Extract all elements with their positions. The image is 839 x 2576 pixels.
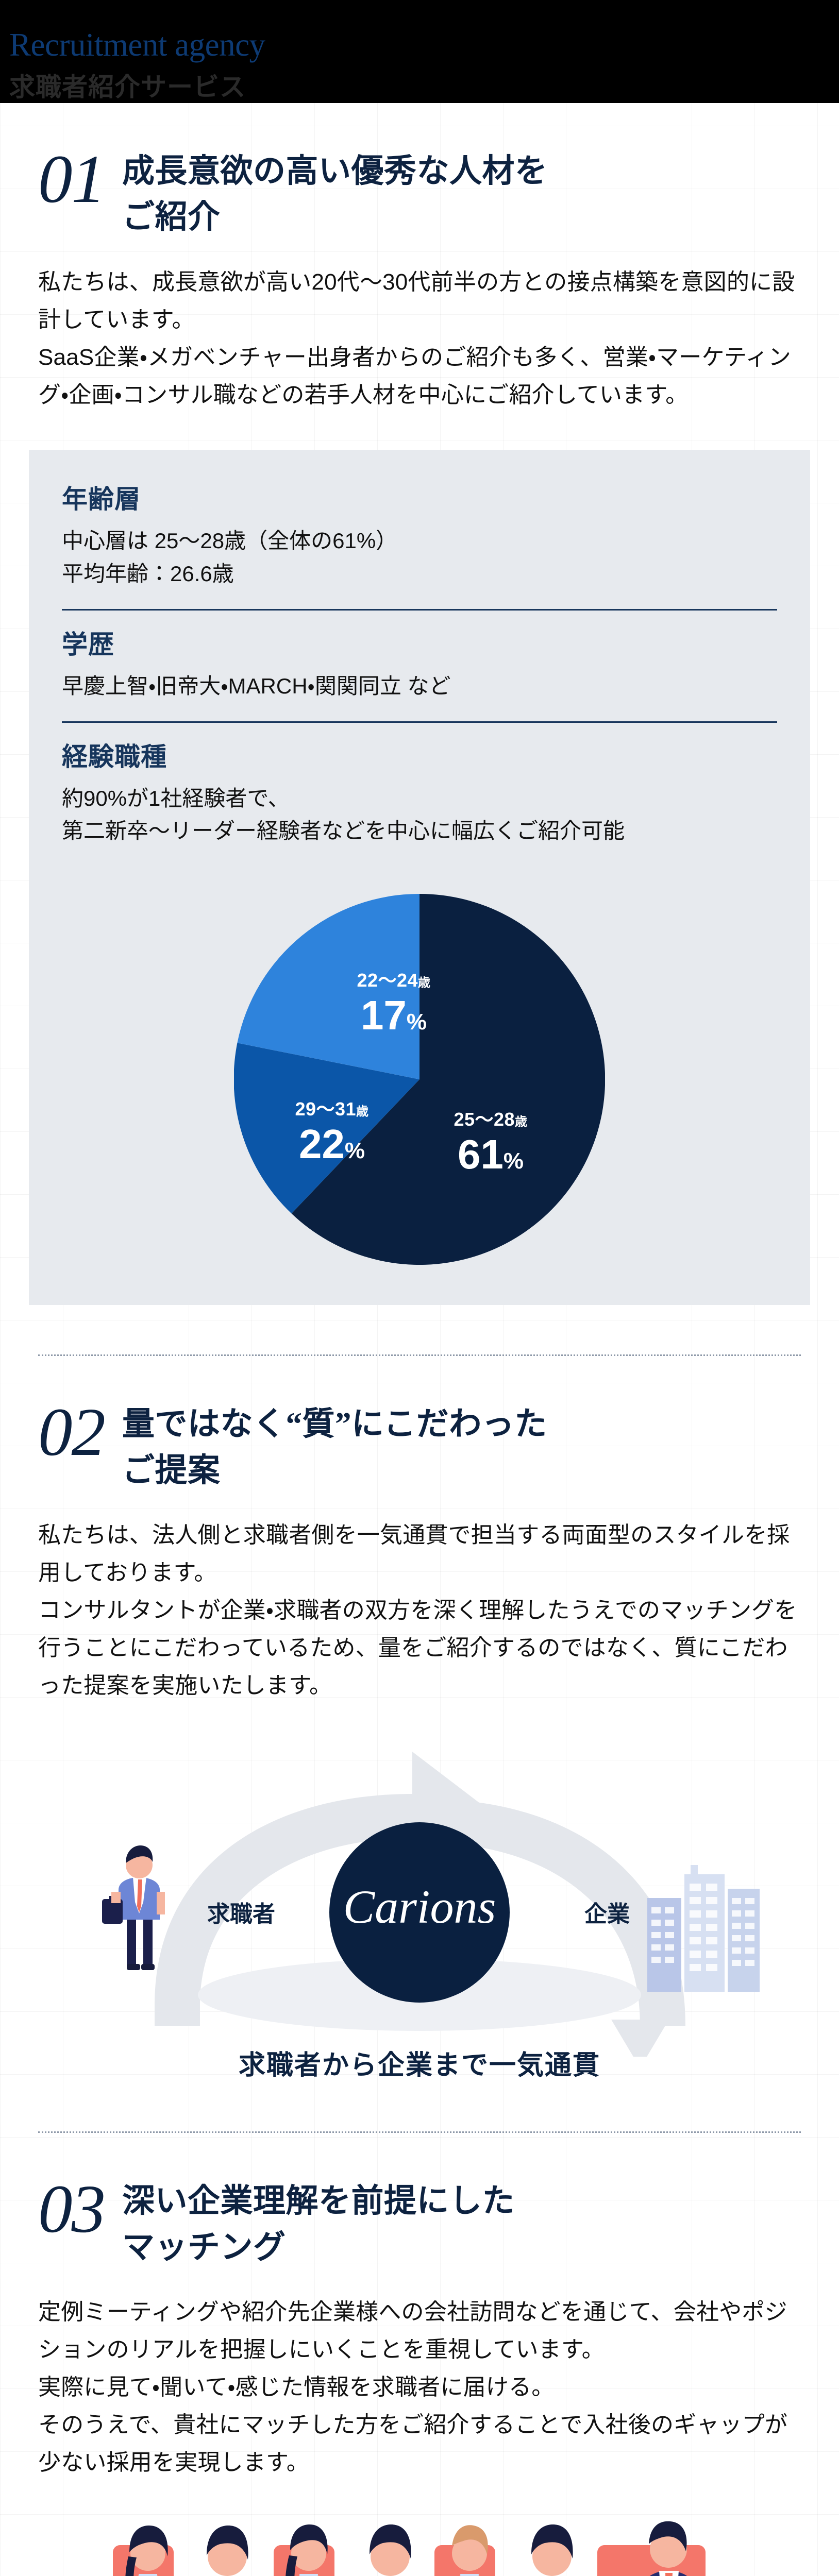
person-back-3 <box>452 2525 488 2576</box>
section-03-number: 03 <box>38 2171 106 2247</box>
age-distribution-pie-chart: 25〜28歳 61% 29〜31歳 22% 22〜24歳 17% <box>234 894 605 1265</box>
pie-slice-22-24 <box>237 894 420 1080</box>
masthead-eyebrow: Recruitment agency <box>9 27 265 63</box>
section-01-number: 01 <box>38 141 106 217</box>
two-way-flow-diagram: Carions 求職者 企業 <box>0 1737 839 2057</box>
flow-diagram-caption: 求職者から企業まで一気通貫 <box>238 2051 600 2081</box>
meeting-table-people-illustration <box>113 2521 706 2576</box>
carions-logo: Carions <box>343 1880 496 1933</box>
section-divider-2 <box>38 2131 801 2133</box>
pie-svg <box>234 894 605 1265</box>
candidate-profile-card: 年齢層 中心層は 25〜28歳（全体の61%） 平均年齢：26.6歳 学歴 早慶… <box>29 450 810 1306</box>
section-01-title: 成長意欲の高い優秀な人材を ご紹介 <box>122 147 548 241</box>
card-heading-experience: 経験職種 <box>62 742 167 771</box>
person-front-1 <box>207 2526 248 2576</box>
section-02-number: 02 <box>38 1394 106 1470</box>
brand-circle <box>329 1822 510 2003</box>
section-03-body: 定例ミーティングや紹介先企業様への会社訪問などを通じて、会社やポジションのリアル… <box>38 2299 788 2476</box>
card-heading-education: 学歴 <box>62 630 114 659</box>
section-03-title-line2: マッチング <box>122 2229 286 2265</box>
section-02-title: 量ではなく“質”にこだわった ご提案 <box>122 1400 547 1494</box>
section-01-title-line1: 成長意欲の高い優秀な人材を <box>122 153 548 189</box>
section-divider-1 <box>38 1354 801 1357</box>
flow-diagram-svg: Carions 求職者 企業 <box>102 1752 760 2057</box>
section-03-title: 深い企業理解を前提にした マッチング <box>122 2177 515 2270</box>
section-02-body: 私たちは、法人側と求職者側を一気通貫で担当する両面型のスタイルを採用しております… <box>38 1522 797 1699</box>
circular-arrows-icon <box>155 1752 685 2057</box>
section-01: 01 成長意欲の高い優秀な人材を ご紹介 私たちは、成長意欲が高い20代〜30代… <box>0 103 839 1306</box>
person-front-2 <box>370 2524 411 2576</box>
flow-right-label: 企業 <box>584 1902 630 1927</box>
section-01-body: 私たちは、成長意欲が高い20代〜30代前半の方との接点構築を意図的に設計していま… <box>38 269 795 408</box>
section-03-title-line1: 深い企業理解を前提にした <box>122 2183 515 2219</box>
card-text-age: 中心層は 25〜28歳（全体の61%） 平均年齢：26.6歳 <box>62 529 398 586</box>
card-block-education: 学歴 早慶上智・旧帝大・MARCH・関関同立 など <box>62 608 777 718</box>
jobseeker-person-icon <box>102 1845 165 1971</box>
section-03-heading: 03 深い企業理解を前提にした マッチング <box>0 2133 839 2270</box>
card-heading-age: 年齢層 <box>62 485 141 514</box>
pie-slice-29-31 <box>234 1043 420 1214</box>
section-02: 02 量ではなく“質”にこだわった ご提案 私たちは、法人側と求職者側を一気通貫… <box>0 1356 839 2082</box>
section-01-heading: 01 成長意欲の高い優秀な人材を ご紹介 <box>0 103 839 241</box>
pie-slice-25-28 <box>291 894 605 1265</box>
section-02-title-line1: 量ではなく“質”にこだわった <box>122 1406 547 1443</box>
flow-left-label: 求職者 <box>207 1902 275 1927</box>
section-02-heading: 02 量ではなく“質”にこだわった ご提案 <box>0 1356 839 1494</box>
company-buildings-icon <box>647 1865 760 1992</box>
card-block-experience: 経験職種 約90%が1社経験者で、 第二新卒〜リーダー経験者などを中心に幅広くご… <box>62 721 777 863</box>
masthead-subtitle: 求職者紹介サービス <box>9 72 246 101</box>
section-03: 03 深い企業理解を前提にした マッチング 定例ミーティングや紹介先企業様への会… <box>0 2133 839 2576</box>
section-02-title-line2: ご提案 <box>122 1452 221 1488</box>
card-block-age: 年齢層 中心層は 25〜28歳（全体の61%） 平均年齢：26.6歳 <box>62 483 777 606</box>
card-text-experience: 約90%が1社経験者で、 第二新卒〜リーダー経験者などを中心に幅広くご紹介可能 <box>62 786 625 843</box>
person-back-2 <box>286 2524 328 2576</box>
person-right-end <box>648 2521 706 2576</box>
section-01-title-line2: ご紹介 <box>122 199 221 235</box>
person-front-3 <box>531 2524 573 2576</box>
page-masthead: Recruitment agency 求職者紹介サービス <box>0 0 839 103</box>
card-text-education: 早慶上智・旧帝大・MARCH・関関同立 など <box>62 673 451 698</box>
person-back-1 <box>125 2526 168 2576</box>
